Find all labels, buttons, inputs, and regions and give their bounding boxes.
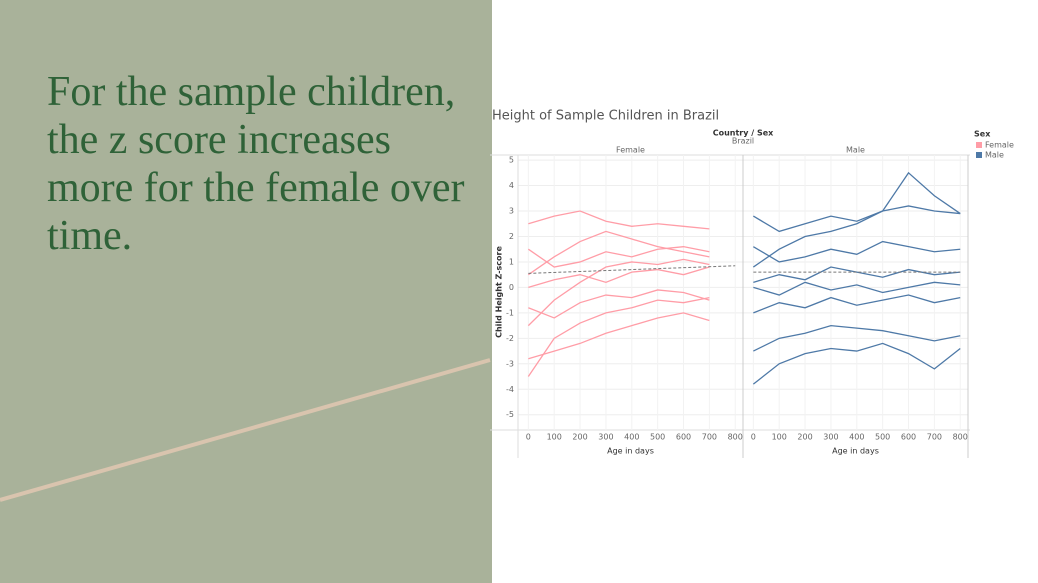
x-tick-label: 400 [624, 433, 639, 442]
data-line [753, 294, 961, 314]
x-tick-label: 0 [526, 433, 531, 442]
panel-label: Female [616, 146, 645, 155]
y-tick-label: -5 [506, 410, 514, 419]
data-line [527, 296, 710, 377]
legend-label: Male [985, 151, 1004, 160]
x-axis-label: Age in days [832, 447, 879, 456]
x-tick-label: 700 [702, 433, 717, 442]
y-tick-label: -1 [506, 308, 514, 317]
trend-line [528, 265, 736, 274]
x-tick-label: 700 [927, 433, 942, 442]
x-axis-label: Age in days [607, 447, 654, 456]
y-tick-label: 5 [509, 156, 514, 165]
legend-swatch [976, 152, 982, 158]
x-tick-label: 0 [751, 433, 756, 442]
country: Brazil [732, 137, 754, 146]
data-line [528, 289, 710, 319]
y-tick-label: 0 [509, 283, 514, 292]
x-tick-label: 500 [650, 433, 665, 442]
legend-label: Female [985, 141, 1014, 150]
y-tick-label: 1 [509, 257, 514, 266]
x-tick-label: 500 [875, 433, 890, 442]
x-tick-label: 800 [953, 433, 968, 442]
x-tick-label: 200 [572, 433, 587, 442]
data-line [752, 342, 961, 385]
data-line [753, 281, 961, 296]
data-line [753, 205, 961, 233]
y-tick-label: 3 [509, 207, 514, 216]
data-line [527, 230, 710, 276]
x-tick-label: 400 [849, 433, 864, 442]
slide-text: For the sample children, the z score inc… [47, 69, 465, 259]
data-line [527, 246, 710, 268]
y-tick-label: 2 [509, 232, 514, 241]
chart-title: Height of Sample Children in Brazil [492, 109, 719, 124]
x-tick-label: 300 [823, 433, 838, 442]
legend-title: Sex [974, 130, 991, 139]
y-tick-label: -2 [506, 334, 514, 343]
x-tick-label: 100 [547, 433, 562, 442]
data-line [527, 258, 710, 327]
x-tick-label: 300 [598, 433, 613, 442]
data-line [528, 266, 710, 289]
x-tick-label: 600 [901, 433, 916, 442]
data-line [753, 324, 961, 352]
x-tick-label: 800 [728, 433, 743, 442]
y-tick-label: 4 [509, 181, 514, 190]
x-tick-label: 600 [676, 433, 691, 442]
x-tick-label: 200 [797, 433, 812, 442]
x-tick-label: 100 [772, 433, 787, 442]
header: Country / Sex [713, 129, 774, 138]
data-line [753, 266, 961, 283]
data-line [528, 210, 710, 230]
left-panel [0, 0, 492, 583]
y-tick-label: -3 [506, 359, 514, 368]
data-line [753, 240, 961, 263]
decor-line [0, 358, 491, 502]
data-line [752, 171, 961, 268]
data-line [528, 312, 710, 360]
y-axis-label: Child Height Z-score [495, 246, 504, 338]
legend-swatch [976, 142, 982, 148]
panel-label: Male [846, 146, 865, 155]
y-tick-label: -4 [506, 385, 514, 394]
